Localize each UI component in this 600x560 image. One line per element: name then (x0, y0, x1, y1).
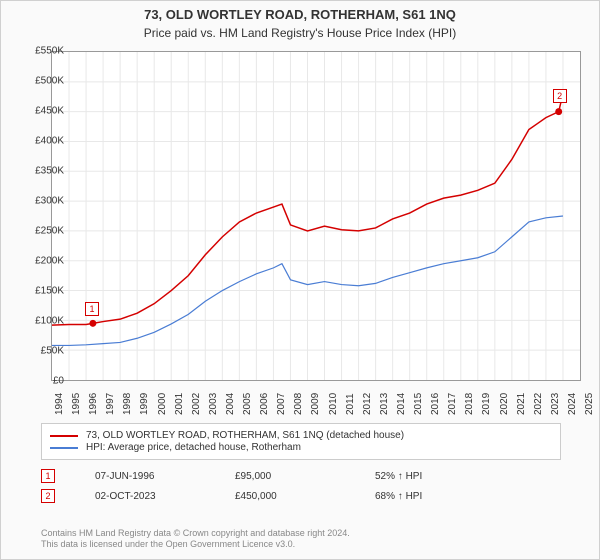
x-axis-label: 2016 (430, 393, 441, 415)
x-axis-label: 2020 (499, 393, 510, 415)
legend: 73, OLD WORTLEY ROAD, ROTHERHAM, S61 1NQ… (41, 423, 561, 460)
transaction-price: £95,000 (235, 471, 335, 482)
x-axis-label: 1996 (88, 393, 99, 415)
footer-line: Contains HM Land Registry data © Crown c… (41, 528, 561, 540)
legend-label: HPI: Average price, detached house, Roth… (86, 442, 301, 453)
x-axis-label: 2002 (191, 393, 202, 415)
x-axis-label: 2001 (174, 393, 185, 415)
y-axis-label: £50K (41, 346, 64, 357)
plot-area (51, 51, 581, 381)
x-axis-label: 2008 (293, 393, 304, 415)
y-axis-label: £150K (35, 286, 64, 297)
transaction-date: 02-OCT-2023 (95, 491, 195, 502)
x-axis-label: 2022 (533, 393, 544, 415)
y-axis-label: £500K (35, 76, 64, 87)
transaction-marker-icon: 2 (41, 489, 55, 503)
x-axis-label: 2017 (447, 393, 458, 415)
legend-item: HPI: Average price, detached house, Roth… (50, 442, 552, 453)
x-axis-label: 2019 (481, 393, 492, 415)
x-axis-label: 1994 (54, 393, 65, 415)
attribution-footer: Contains HM Land Registry data © Crown c… (41, 528, 561, 551)
transaction-row: 2 02-OCT-2023 £450,000 68% ↑ HPI (41, 489, 561, 503)
transaction-delta: 52% ↑ HPI (375, 471, 475, 482)
y-axis-label: £300K (35, 196, 64, 207)
y-axis-label: £100K (35, 316, 64, 327)
x-axis-label: 2023 (550, 393, 561, 415)
x-axis-label: 2007 (276, 393, 287, 415)
footer-line: This data is licensed under the Open Gov… (41, 539, 561, 551)
legend-item: 73, OLD WORTLEY ROAD, ROTHERHAM, S61 1NQ… (50, 430, 552, 441)
transaction-table: 1 07-JUN-1996 £95,000 52% ↑ HPI 2 02-OCT-2023… (41, 469, 561, 509)
y-axis-label: £450K (35, 106, 64, 117)
x-axis-label: 2014 (396, 393, 407, 415)
x-axis-label: 2006 (259, 393, 270, 415)
x-axis-label: 1997 (105, 393, 116, 415)
y-axis-label: £200K (35, 256, 64, 267)
chart-container: 73, OLD WORTLEY ROAD, ROTHERHAM, S61 1NQ… (0, 0, 600, 560)
legend-label: 73, OLD WORTLEY ROAD, ROTHERHAM, S61 1NQ… (86, 430, 404, 441)
x-axis-label: 1998 (122, 393, 133, 415)
x-axis-label: 2011 (345, 393, 356, 415)
transaction-marker-icon: 1 (41, 469, 55, 483)
x-axis-label: 2015 (413, 393, 424, 415)
x-axis-label: 1995 (71, 393, 82, 415)
x-axis-label: 2005 (242, 393, 253, 415)
y-axis-label: £550K (35, 46, 64, 57)
y-axis-label: £0 (53, 376, 64, 387)
x-axis-label: 1999 (139, 393, 150, 415)
transaction-point-icon (555, 108, 562, 115)
x-axis-label: 2010 (328, 393, 339, 415)
plot-svg (52, 52, 580, 380)
transaction-point-icon (89, 320, 96, 327)
y-axis-label: £350K (35, 166, 64, 177)
chart-subtitle: Price paid vs. HM Land Registry's House … (1, 26, 599, 40)
legend-swatch-icon (50, 447, 78, 449)
transaction-price: £450,000 (235, 491, 335, 502)
transaction-marker: 2 (553, 89, 567, 103)
x-axis-label: 2018 (464, 393, 475, 415)
x-axis-label: 2004 (225, 393, 236, 415)
x-axis-label: 2012 (362, 393, 373, 415)
x-axis-label: 2013 (379, 393, 390, 415)
legend-swatch-icon (50, 435, 78, 437)
x-axis-label: 2025 (584, 393, 595, 415)
x-axis-label: 2000 (157, 393, 168, 415)
y-axis-label: £250K (35, 226, 64, 237)
transaction-date: 07-JUN-1996 (95, 471, 195, 482)
x-axis-label: 2024 (567, 393, 578, 415)
chart-title: 73, OLD WORTLEY ROAD, ROTHERHAM, S61 1NQ (1, 7, 599, 22)
title-block: 73, OLD WORTLEY ROAD, ROTHERHAM, S61 1NQ… (1, 1, 599, 40)
transaction-marker: 1 (85, 302, 99, 316)
transaction-delta: 68% ↑ HPI (375, 491, 475, 502)
x-axis-label: 2009 (310, 393, 321, 415)
transaction-row: 1 07-JUN-1996 £95,000 52% ↑ HPI (41, 469, 561, 483)
x-axis-label: 2003 (208, 393, 219, 415)
x-axis-label: 2021 (516, 393, 527, 415)
y-axis-label: £400K (35, 136, 64, 147)
